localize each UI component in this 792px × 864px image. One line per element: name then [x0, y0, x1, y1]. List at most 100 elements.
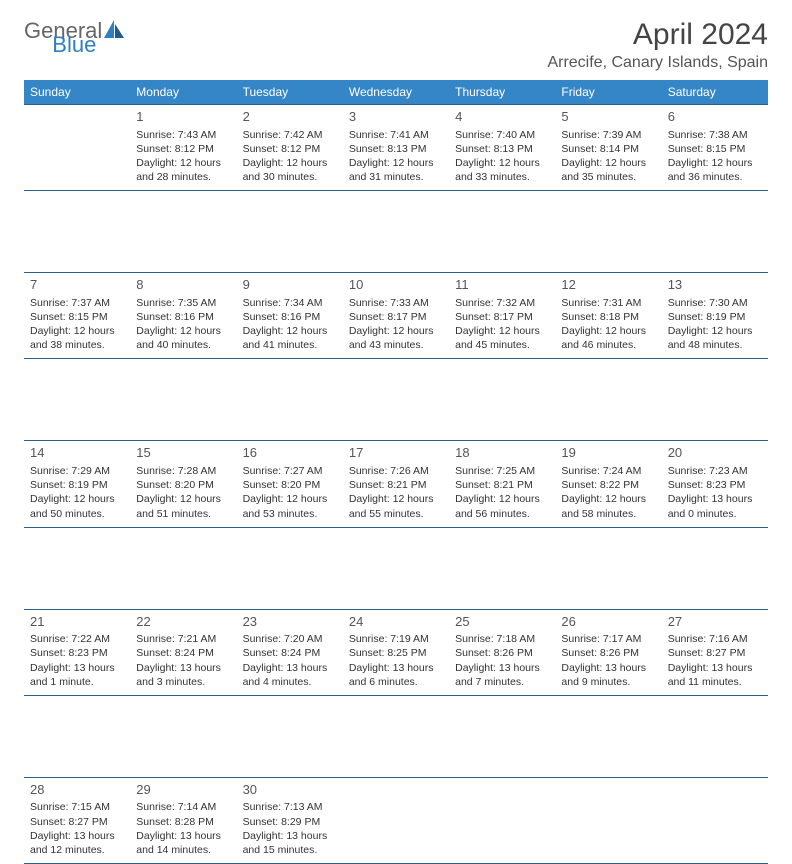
sunrise-line: Sunrise: 7:27 AM — [243, 464, 337, 478]
sunset-line: Sunset: 8:26 PM — [455, 646, 549, 660]
day-number: 26 — [561, 613, 655, 631]
sunset-line: Sunset: 8:13 PM — [349, 142, 443, 156]
sunset-line: Sunset: 8:24 PM — [243, 646, 337, 660]
daylight-line: Daylight: 13 hours and 4 minutes. — [243, 661, 337, 689]
empty-cell — [662, 777, 768, 863]
sunset-line: Sunset: 8:16 PM — [243, 310, 337, 324]
sunrise-line: Sunrise: 7:18 AM — [455, 632, 549, 646]
day-cell: 10Sunrise: 7:33 AMSunset: 8:17 PMDayligh… — [343, 273, 449, 359]
daylight-line: Daylight: 12 hours and 35 minutes. — [561, 156, 655, 184]
day-number: 10 — [349, 276, 443, 294]
daylight-line: Daylight: 12 hours and 28 minutes. — [136, 156, 230, 184]
sunset-line: Sunset: 8:14 PM — [561, 142, 655, 156]
day-cell: 19Sunrise: 7:24 AMSunset: 8:22 PMDayligh… — [555, 441, 661, 527]
spacer-row — [24, 191, 768, 273]
sunset-line: Sunset: 8:27 PM — [30, 815, 124, 829]
sunrise-line: Sunrise: 7:29 AM — [30, 464, 124, 478]
sunset-line: Sunset: 8:20 PM — [136, 478, 230, 492]
sunrise-line: Sunrise: 7:40 AM — [455, 128, 549, 142]
sunrise-line: Sunrise: 7:32 AM — [455, 296, 549, 310]
day-cell: 14Sunrise: 7:29 AMSunset: 8:19 PMDayligh… — [24, 441, 130, 527]
sunset-line: Sunset: 8:22 PM — [561, 478, 655, 492]
day-cell: 8Sunrise: 7:35 AMSunset: 8:16 PMDaylight… — [130, 273, 236, 359]
weekday-header-row: SundayMondayTuesdayWednesdayThursdayFrid… — [24, 80, 768, 105]
sunrise-line: Sunrise: 7:14 AM — [136, 800, 230, 814]
weekday-header: Friday — [555, 80, 661, 105]
day-cell: 15Sunrise: 7:28 AMSunset: 8:20 PMDayligh… — [130, 441, 236, 527]
day-number: 4 — [455, 108, 549, 126]
day-cell: 17Sunrise: 7:26 AMSunset: 8:21 PMDayligh… — [343, 441, 449, 527]
sunrise-line: Sunrise: 7:23 AM — [668, 464, 762, 478]
weekday-header: Tuesday — [237, 80, 343, 105]
day-cell: 1Sunrise: 7:43 AMSunset: 8:12 PMDaylight… — [130, 105, 236, 191]
sunrise-line: Sunrise: 7:41 AM — [349, 128, 443, 142]
day-cell: 3Sunrise: 7:41 AMSunset: 8:13 PMDaylight… — [343, 105, 449, 191]
sunrise-line: Sunrise: 7:26 AM — [349, 464, 443, 478]
day-cell: 20 Sunrise: 7:23 AMSunset: 8:23 PMDayligh… — [662, 441, 768, 527]
weekday-header: Saturday — [662, 80, 768, 105]
day-cell: 5Sunrise: 7:39 AMSunset: 8:14 PMDaylight… — [555, 105, 661, 191]
daylight-line: Daylight: 13 hours and 7 minutes. — [455, 661, 549, 689]
calendar-week-row: 1Sunrise: 7:43 AMSunset: 8:12 PMDaylight… — [24, 105, 768, 191]
day-number: 19 — [561, 444, 655, 462]
day-number: 27 — [668, 613, 762, 631]
title-block: April 2024 Arrecife, Canary Islands, Spa… — [547, 18, 768, 72]
day-cell: 24Sunrise: 7:19 AMSunset: 8:25 PMDayligh… — [343, 609, 449, 695]
sunrise-line: Sunrise: 7:15 AM — [30, 800, 124, 814]
sunrise-line: Sunrise: 7:37 AM — [30, 296, 124, 310]
sunset-line: Sunset: 8:19 PM — [30, 478, 124, 492]
empty-cell — [343, 777, 449, 863]
calendar-table: SundayMondayTuesdayWednesdayThursdayFrid… — [24, 80, 768, 864]
day-number: 30 — [243, 781, 337, 799]
sunset-line: Sunset: 8:12 PM — [243, 142, 337, 156]
day-number: 6 — [668, 108, 762, 126]
day-cell: 30Sunrise: 7:13 AMSunset: 8:29 PMDayligh… — [237, 777, 343, 863]
daylight-line: Daylight: 13 hours and 15 minutes. — [243, 829, 337, 857]
sunset-line: Sunset: 8:17 PM — [455, 310, 549, 324]
weekday-header: Wednesday — [343, 80, 449, 105]
day-cell: 21Sunrise: 7:22 AMSunset: 8:23 PMDayligh… — [24, 609, 130, 695]
sunrise-line: Sunrise: 7:17 AM — [561, 632, 655, 646]
sunset-line: Sunset: 8:19 PM — [668, 310, 762, 324]
day-cell: 13Sunrise: 7:30 AMSunset: 8:19 PMDayligh… — [662, 273, 768, 359]
empty-cell — [555, 777, 661, 863]
header: General Blue April 2024 Arrecife, Canary… — [24, 18, 768, 72]
sunset-line: Sunset: 8:23 PM — [668, 478, 762, 492]
day-number: 1 — [136, 108, 230, 126]
day-number: 5 — [561, 108, 655, 126]
day-cell: 6Sunrise: 7:38 AMSunset: 8:15 PMDaylight… — [662, 105, 768, 191]
sunrise-line: Sunrise: 7:30 AM — [668, 296, 762, 310]
sunrise-line: Sunrise: 7:28 AM — [136, 464, 230, 478]
sunset-line: Sunset: 8:17 PM — [349, 310, 443, 324]
daylight-line: Daylight: 13 hours and 14 minutes. — [136, 829, 230, 857]
daylight-line: Daylight: 13 hours and 0 minutes. — [668, 492, 762, 520]
weekday-header: Monday — [130, 80, 236, 105]
day-cell: 11Sunrise: 7:32 AMSunset: 8:17 PMDayligh… — [449, 273, 555, 359]
sunset-line: Sunset: 8:21 PM — [349, 478, 443, 492]
day-cell: 28Sunrise: 7:15 AMSunset: 8:27 PMDayligh… — [24, 777, 130, 863]
sunrise-line: Sunrise: 7:24 AM — [561, 464, 655, 478]
day-cell: 27Sunrise: 7:16 AMSunset: 8:27 PMDayligh… — [662, 609, 768, 695]
sunrise-line: Sunrise: 7:35 AM — [136, 296, 230, 310]
day-number: 23 — [243, 613, 337, 631]
day-number: 15 — [136, 444, 230, 462]
daylight-line: Daylight: 12 hours and 41 minutes. — [243, 324, 337, 352]
sunset-line: Sunset: 8:23 PM — [30, 646, 124, 660]
daylight-line: Daylight: 12 hours and 50 minutes. — [30, 492, 124, 520]
logo: General Blue — [24, 18, 170, 44]
daylight-line: Daylight: 12 hours and 45 minutes. — [455, 324, 549, 352]
day-cell: 2Sunrise: 7:42 AMSunset: 8:12 PMDaylight… — [237, 105, 343, 191]
location: Arrecife, Canary Islands, Spain — [547, 54, 768, 72]
daylight-line: Daylight: 12 hours and 33 minutes. — [455, 156, 549, 184]
empty-cell — [449, 777, 555, 863]
day-number: 21 — [30, 613, 124, 631]
daylight-line: Daylight: 12 hours and 38 minutes. — [30, 324, 124, 352]
sunset-line: Sunset: 8:15 PM — [668, 142, 762, 156]
day-number: 20 — [668, 444, 762, 462]
sunset-line: Sunset: 8:12 PM — [136, 142, 230, 156]
day-number: 12 — [561, 276, 655, 294]
daylight-line: Daylight: 12 hours and 31 minutes. — [349, 156, 443, 184]
day-number: 29 — [136, 781, 230, 799]
daylight-line: Daylight: 12 hours and 30 minutes. — [243, 156, 337, 184]
day-number: 25 — [455, 613, 549, 631]
